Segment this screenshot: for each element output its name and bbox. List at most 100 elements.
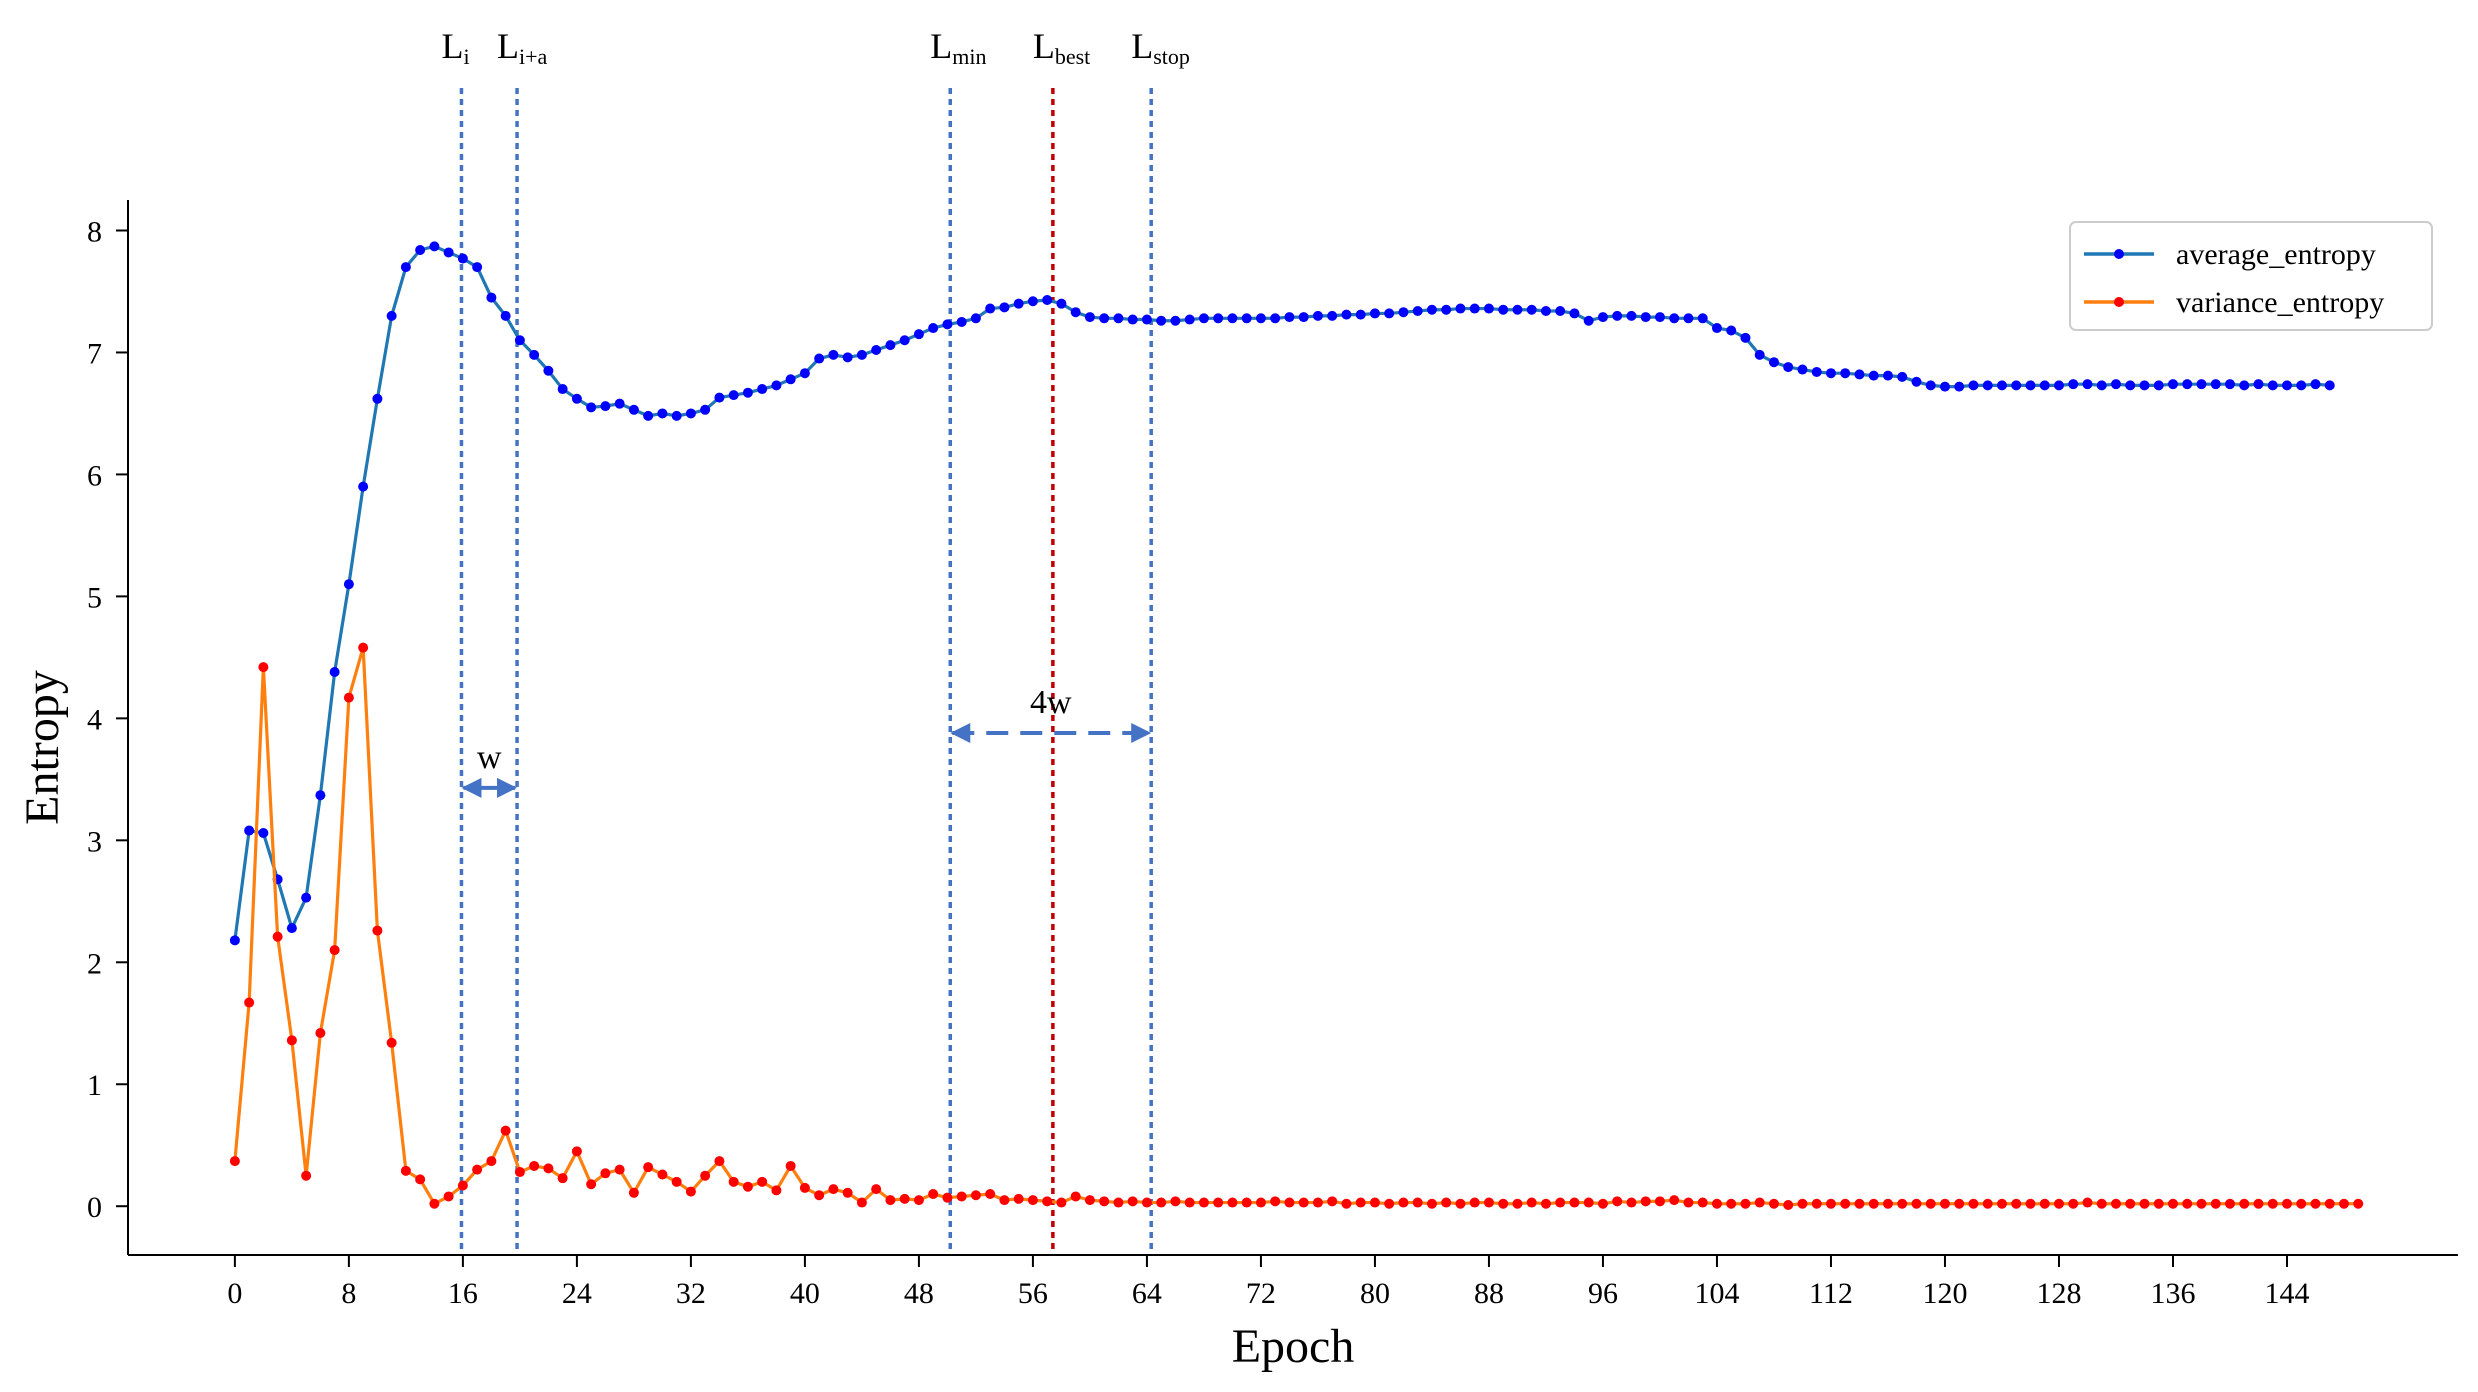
point-average_entropy: [856, 349, 867, 360]
point-variance_entropy: [2267, 1198, 2278, 1209]
point-average_entropy: [2196, 379, 2207, 390]
point-variance_entropy: [2025, 1198, 2036, 1209]
point-variance_entropy: [1255, 1197, 1266, 1208]
point-variance_entropy: [1156, 1197, 1167, 1208]
point-average_entropy: [2139, 380, 2150, 391]
point-average_entropy: [1469, 303, 1480, 314]
point-variance_entropy: [2296, 1198, 2307, 1209]
legend-marker-average_entropy: [2114, 249, 2124, 259]
axes: 0 8 16 24 32 40 48 56 64 72 80 88 96 104 112 120 128 136 1…: [16, 200, 2458, 1373]
point-average_entropy: [1811, 366, 1822, 377]
point-average_entropy: [771, 380, 782, 391]
point-average_entropy: [1911, 376, 1922, 387]
vertical-markers: Li Li+a Lmin Lbest Lstop: [441, 26, 1190, 1255]
point-variance_entropy: [1783, 1199, 1794, 1210]
point-variance_entropy: [1583, 1197, 1594, 1208]
point-variance_entropy: [400, 1165, 411, 1176]
point-average_entropy: [358, 481, 369, 492]
point-average_entropy: [2167, 379, 2178, 390]
point-variance_entropy: [956, 1191, 967, 1202]
point-variance_entropy: [1298, 1197, 1309, 1208]
vline-label-main: L: [930, 26, 952, 66]
point-average_entropy: [443, 247, 454, 258]
x-tick-label: 120: [1922, 1277, 1967, 1310]
vline-label-stop: Lstop: [1131, 26, 1190, 69]
point-average_entropy: [500, 310, 511, 321]
point-variance_entropy: [1327, 1196, 1338, 1207]
point-variance_entropy: [1213, 1197, 1224, 1208]
point-average_entropy: [1569, 308, 1580, 319]
vline-label-main: L: [497, 26, 519, 66]
point-variance_entropy: [728, 1176, 739, 1187]
point-average_entropy: [529, 349, 540, 360]
point-average_entropy: [1227, 313, 1238, 324]
vline-label-sub: i: [463, 44, 469, 69]
point-variance_entropy: [828, 1184, 839, 1195]
point-average_entropy: [1768, 357, 1779, 368]
point-variance_entropy: [1939, 1198, 1950, 1209]
point-variance_entropy: [1412, 1197, 1423, 1208]
point-variance_entropy: [1654, 1196, 1665, 1207]
x-tick-label: 72: [1246, 1277, 1276, 1310]
vline-label-sub: best: [1055, 44, 1090, 69]
point-average_entropy: [742, 387, 753, 398]
point-average_entropy: [1284, 312, 1295, 323]
vline-label-main: L: [1033, 26, 1055, 66]
y-tick-label: 7: [87, 337, 102, 370]
point-variance_entropy: [1455, 1198, 1466, 1209]
point-average_entropy: [1455, 303, 1466, 314]
point-variance_entropy: [685, 1186, 696, 1197]
point-average_entropy: [614, 398, 625, 409]
point-average_entropy: [714, 392, 725, 403]
point-average_entropy: [2281, 380, 2292, 391]
point-variance_entropy: [913, 1195, 924, 1206]
point-variance_entropy: [543, 1163, 554, 1174]
point-average_entropy: [842, 352, 853, 363]
point-variance_entropy: [714, 1156, 725, 1167]
point-variance_entropy: [1441, 1197, 1452, 1208]
series-line-average_entropy: [233, 244, 2330, 941]
y-tick-label: 4: [87, 703, 102, 736]
point-average_entropy: [343, 579, 354, 590]
x-tick-label: 8: [341, 1277, 356, 1310]
point-average_entropy: [2025, 380, 2036, 391]
y-axis-label: Entropy: [16, 670, 69, 825]
point-average_entropy: [1854, 369, 1865, 380]
point-average_entropy: [1099, 313, 1110, 324]
point-variance_entropy: [814, 1190, 825, 1201]
point-average_entropy: [1170, 315, 1181, 326]
point-variance_entropy: [1996, 1198, 2007, 1209]
point-variance_entropy: [928, 1189, 939, 1200]
point-average_entropy: [1996, 380, 2007, 391]
point-average_entropy: [1669, 313, 1680, 324]
point-variance_entropy: [1740, 1198, 1751, 1209]
point-variance_entropy: [1640, 1196, 1651, 1207]
point-variance_entropy: [1612, 1196, 1623, 1207]
point-variance_entropy: [2239, 1198, 2250, 1209]
y-tick-label: 3: [87, 825, 102, 858]
point-variance_entropy: [2125, 1198, 2136, 1209]
point-variance_entropy: [1868, 1198, 1879, 1209]
point-average_entropy: [1441, 304, 1452, 315]
point-average_entropy: [1141, 314, 1152, 325]
point-average_entropy: [1327, 310, 1338, 321]
point-average_entropy: [1612, 310, 1623, 321]
point-average_entropy: [828, 349, 839, 360]
point-average_entropy: [1270, 313, 1281, 324]
point-average_entropy: [1925, 380, 1936, 391]
point-average_entropy: [1369, 308, 1380, 319]
point-average_entropy: [899, 335, 910, 346]
point-average_entropy: [429, 241, 440, 252]
point-average_entropy: [1398, 307, 1409, 318]
point-average_entropy: [942, 319, 953, 330]
point-average_entropy: [1597, 312, 1608, 323]
point-variance_entropy: [286, 1035, 297, 1046]
point-variance_entropy: [443, 1191, 454, 1202]
point-variance_entropy: [742, 1181, 753, 1192]
point-variance_entropy: [1113, 1197, 1124, 1208]
point-variance_entropy: [229, 1156, 240, 1167]
point-average_entropy: [1056, 298, 1067, 309]
point-variance_entropy: [1184, 1197, 1195, 1208]
point-variance_entropy: [1925, 1198, 1936, 1209]
